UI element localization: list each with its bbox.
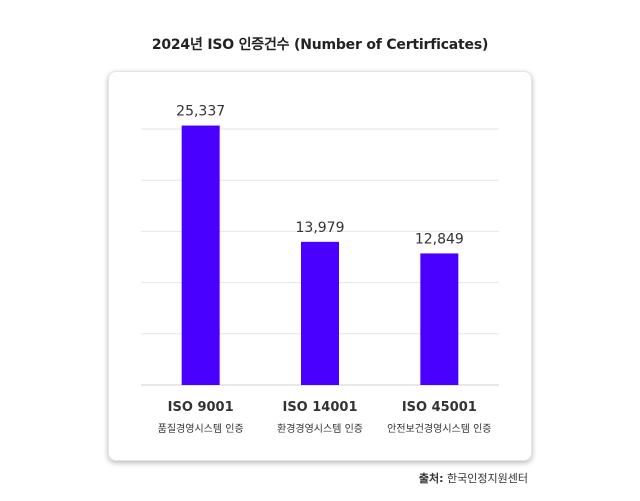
category-description: 환경경영시스템 인증: [277, 422, 363, 435]
data-label: 13,979: [296, 220, 345, 236]
category-label: ISO 9001: [168, 400, 234, 415]
source-text: 한국인정지원센터: [447, 472, 528, 485]
category-label: ISO 14001: [282, 400, 357, 415]
category-description: 안전보건경영시스템 인증: [387, 422, 491, 435]
bar: [301, 241, 339, 385]
bar-chart: 25,337 ISO 9001 품질경영시스템 인증 13,979 ISO 14001 환…: [141, 104, 499, 435]
source-label: 출처:: [418, 472, 444, 485]
data-label: 12,849: [415, 231, 464, 247]
category-label: ISO 45001: [402, 400, 477, 415]
source-note: 출처: 한국인정지원센터: [419, 470, 528, 486]
chart-title: 2024년 ISO 인증건수 (Number of Certirficates): [151, 37, 489, 53]
bar: [181, 125, 220, 385]
bar: [420, 253, 459, 385]
data-label: 25,337: [176, 104, 225, 120]
chart-card: 25,337 ISO 9001 품질경영시스템 인증 13,979 ISO 14001 환…: [108, 71, 532, 461]
category-description: 품질경영시스템 인증: [158, 422, 244, 435]
